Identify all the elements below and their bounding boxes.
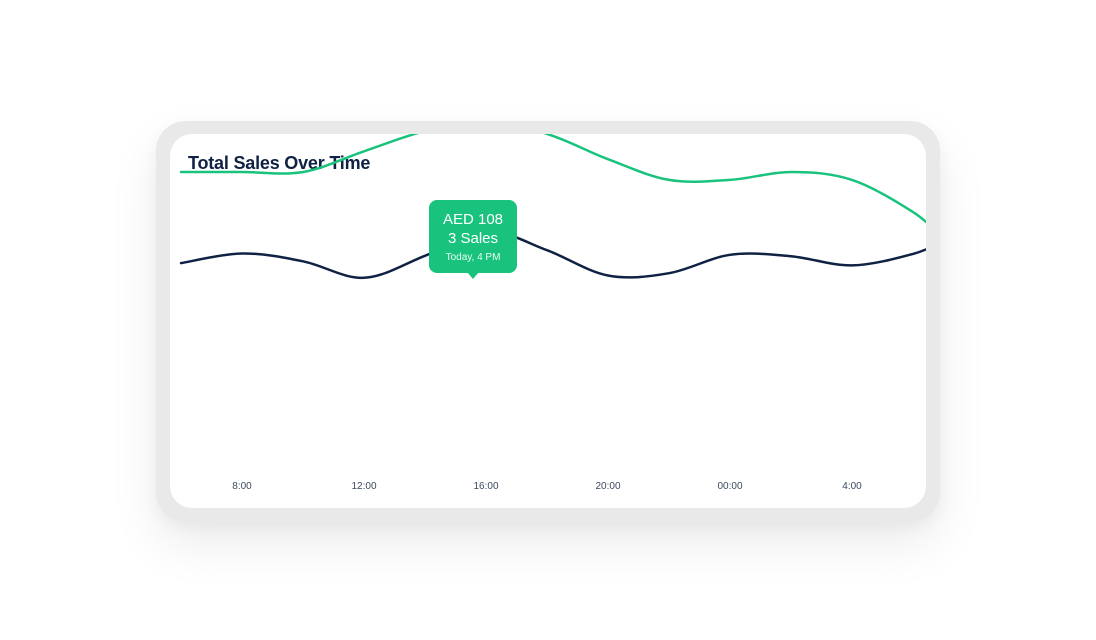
x-tick-label: 8:00 <box>232 481 252 492</box>
tooltip-sales: 3 Sales <box>447 230 499 247</box>
tooltip-date: Today, 4 PM <box>445 252 501 263</box>
x-tick-label: 00:00 <box>717 481 742 492</box>
series-layer <box>179 134 926 280</box>
x-tick-label: 16:00 <box>473 481 498 492</box>
series-line-2 <box>179 229 926 280</box>
line-chart: 8:00 12:00 16:00 20:00 00:00 4:00 <box>179 134 926 492</box>
chart-title: Total Sales Over Time <box>188 153 371 173</box>
tooltip-amount: AED 108 <box>442 211 504 228</box>
device-frame: Total Sales Over Time 8:00 12:00 16:00 20:0… <box>156 121 940 522</box>
x-axis-ticks: 8:00 12:00 16:00 20:00 00:00 4:00 <box>232 481 862 492</box>
data-tooltip: AED 108 3 Sales Today, 4 PM <box>429 200 517 279</box>
x-tick-label: 12:00 <box>351 481 376 492</box>
series-line-1 <box>179 134 926 224</box>
x-tick-label: 4:00 <box>842 481 862 492</box>
x-tick-label: 20:00 <box>595 481 620 492</box>
chart-card: Total Sales Over Time 8:00 12:00 16:00 20:0… <box>170 134 926 508</box>
